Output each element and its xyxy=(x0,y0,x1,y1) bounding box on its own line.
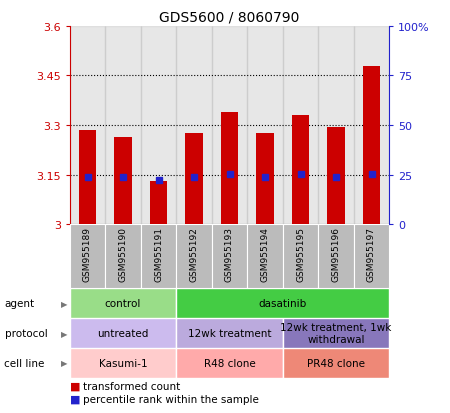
Text: GSM955197: GSM955197 xyxy=(367,227,376,282)
Bar xyxy=(105,225,141,289)
Text: R48 clone: R48 clone xyxy=(203,358,256,368)
Bar xyxy=(247,27,283,225)
Bar xyxy=(283,318,389,348)
Text: GSM955192: GSM955192 xyxy=(189,227,198,281)
Text: ▶: ▶ xyxy=(61,299,68,308)
Bar xyxy=(212,225,247,289)
Bar xyxy=(363,66,380,225)
Bar xyxy=(212,27,247,225)
Text: protocol: protocol xyxy=(4,328,47,338)
Text: GSM955189: GSM955189 xyxy=(83,227,92,282)
Bar xyxy=(70,27,105,225)
Text: dasatinib: dasatinib xyxy=(259,299,307,309)
Bar xyxy=(283,225,318,289)
Bar xyxy=(354,225,389,289)
Bar xyxy=(176,318,283,348)
Bar xyxy=(283,27,318,225)
Bar xyxy=(256,134,274,225)
Text: GSM955193: GSM955193 xyxy=(225,227,234,282)
Bar xyxy=(318,225,354,289)
Text: ■: ■ xyxy=(70,394,80,404)
Text: untreated: untreated xyxy=(97,328,148,338)
Text: ■: ■ xyxy=(70,381,80,391)
Text: agent: agent xyxy=(4,299,35,309)
Bar xyxy=(327,127,345,225)
Bar xyxy=(70,348,176,378)
Text: 12wk treatment, 1wk
withdrawal: 12wk treatment, 1wk withdrawal xyxy=(280,323,392,344)
Bar xyxy=(141,225,176,289)
Text: Kasumi-1: Kasumi-1 xyxy=(99,358,147,368)
Bar xyxy=(105,27,141,225)
Bar xyxy=(176,289,389,318)
Bar xyxy=(70,225,105,289)
Text: PR48 clone: PR48 clone xyxy=(307,358,365,368)
Text: GSM955190: GSM955190 xyxy=(118,227,127,282)
Bar xyxy=(70,318,176,348)
Bar xyxy=(354,27,389,225)
Bar xyxy=(318,27,354,225)
Bar xyxy=(176,225,212,289)
Text: transformed count: transformed count xyxy=(83,381,180,391)
Bar xyxy=(185,134,203,225)
Title: GDS5600 / 8060790: GDS5600 / 8060790 xyxy=(159,10,300,24)
Bar xyxy=(114,137,132,225)
Text: GSM955194: GSM955194 xyxy=(261,227,270,281)
Text: cell line: cell line xyxy=(4,358,45,368)
Bar xyxy=(220,113,238,225)
Text: GSM955191: GSM955191 xyxy=(154,227,163,282)
Bar xyxy=(292,116,310,225)
Bar xyxy=(141,27,176,225)
Text: GSM955195: GSM955195 xyxy=(296,227,305,282)
Bar xyxy=(247,225,283,289)
Bar xyxy=(176,27,212,225)
Bar xyxy=(79,131,96,225)
Text: GSM955196: GSM955196 xyxy=(332,227,341,282)
Text: control: control xyxy=(105,299,141,309)
Text: ▶: ▶ xyxy=(61,358,68,368)
Text: 12wk treatment: 12wk treatment xyxy=(188,328,271,338)
Bar xyxy=(283,348,389,378)
Bar xyxy=(70,289,176,318)
Bar xyxy=(149,182,167,225)
Text: percentile rank within the sample: percentile rank within the sample xyxy=(83,394,259,404)
Bar xyxy=(176,348,283,378)
Text: ▶: ▶ xyxy=(61,329,68,338)
